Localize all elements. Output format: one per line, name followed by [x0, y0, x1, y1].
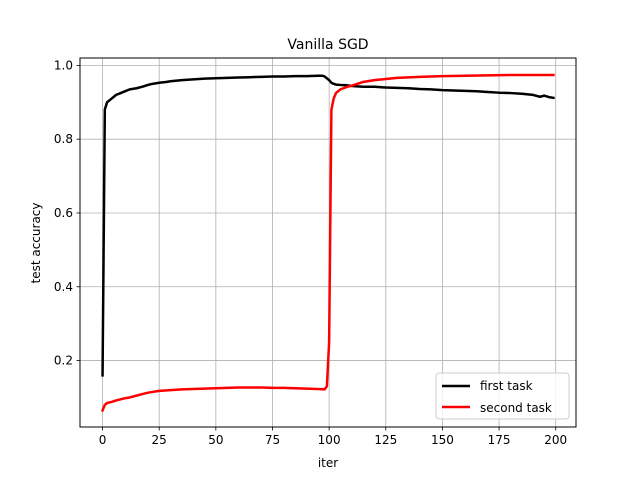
x-tick-label: 100	[318, 433, 341, 447]
x-tick-label: 175	[488, 433, 511, 447]
plot-lines	[100, 73, 555, 413]
y-tick-label: 1.0	[54, 58, 73, 72]
x-tick-label: 0	[99, 433, 107, 447]
chart-title: Vanilla SGD	[287, 37, 368, 53]
y-axis-label: test accuracy	[29, 203, 43, 284]
x-tick-label: 50	[208, 433, 223, 447]
x-tick-label: 200	[544, 433, 567, 447]
plot-frame	[79, 57, 577, 428]
x-tick-label: 25	[152, 433, 167, 447]
series-line-second-task	[100, 73, 555, 413]
x-tick-label: 150	[431, 433, 454, 447]
y-tick-label: 0.4	[54, 280, 73, 294]
x-tick-label: 125	[374, 433, 397, 447]
legend-label-first-task: first task	[480, 379, 533, 393]
legend: first task second task	[435, 372, 570, 420]
y-tick-label: 0.6	[54, 206, 73, 220]
series-line-first-task	[101, 74, 555, 377]
x-axis-label: iter	[318, 456, 338, 470]
y-tick-label: 0.8	[54, 132, 73, 146]
legend-label-second-task: second task	[480, 401, 552, 415]
x-tick-label: 75	[265, 433, 280, 447]
y-tick-label: 0.2	[54, 354, 73, 368]
axis-ticks: 0 25 50 75 100 125 150 175 200 0.2 0.4 0.6 0.8 1.0	[54, 58, 567, 447]
